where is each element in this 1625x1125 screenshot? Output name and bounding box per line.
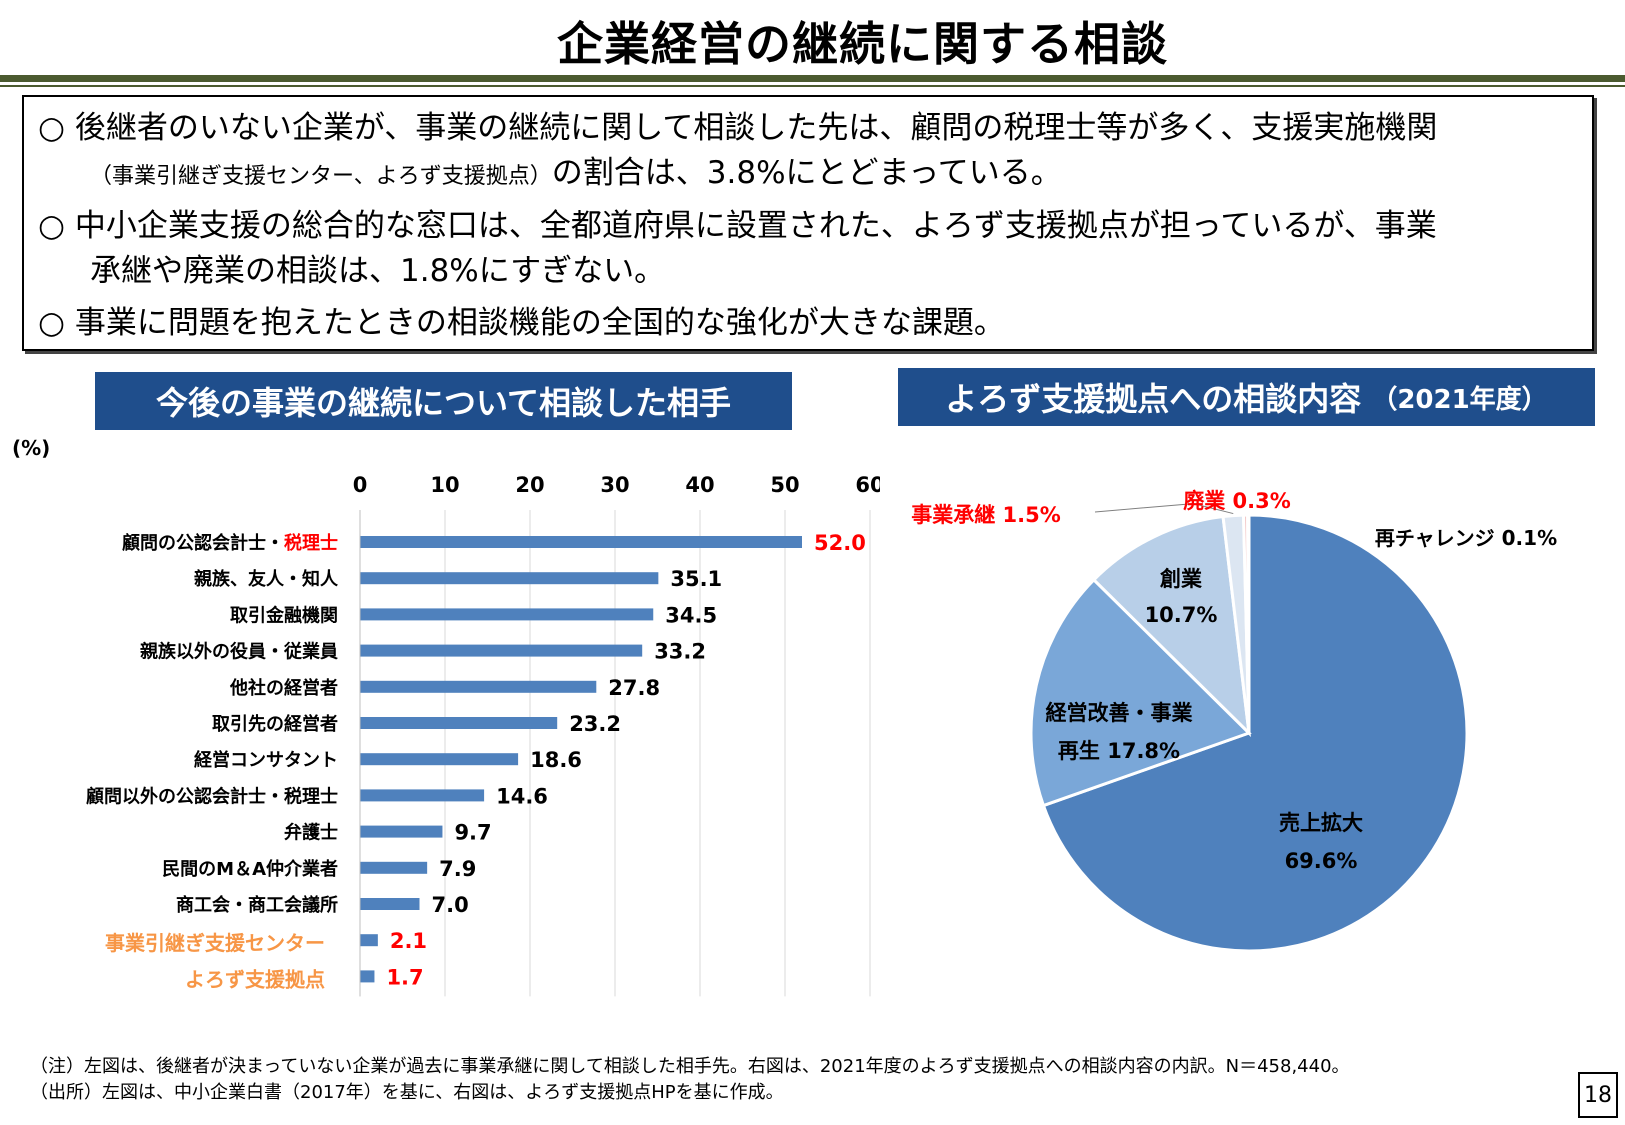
- data-label: 27.8: [608, 676, 660, 700]
- category-label: 他社の経営者: [229, 677, 338, 699]
- x-tick-label: 30: [600, 473, 629, 497]
- right-chart-heading: よろず支援拠点への相談内容 （2021年度）: [898, 368, 1595, 426]
- left-chart-heading: 今後の事業の継続について相談した相手: [95, 372, 792, 430]
- category-label: 取引先の経営者: [212, 713, 338, 735]
- category-label: 親族以外の役員・従業員: [140, 641, 338, 663]
- data-label: 23.2: [569, 712, 621, 736]
- category-label-text: 親族以外の役員・従業員: [140, 641, 338, 663]
- category-label-text: よろず支援拠点: [185, 967, 325, 991]
- x-tick-label: 50: [770, 473, 799, 497]
- summary-line-2-small: （事業引継ぎ支援センター、よろず支援拠点）: [90, 164, 552, 189]
- slice-label-name: 創業: [1160, 567, 1203, 591]
- summary-line-1: ○ 後継者のいない企業が、事業の継続に関して相談した先は、顧問の税理士等が多く、…: [38, 110, 1438, 146]
- data-label: 33.2: [654, 640, 706, 664]
- right-chart-heading-main: よろず支援拠点への相談内容: [945, 380, 1362, 418]
- page-number: 18: [1578, 1072, 1618, 1118]
- bar: [360, 825, 443, 838]
- bar: [360, 861, 428, 874]
- category-label: 商工会・商工会議所: [176, 894, 338, 916]
- category-label-text: 顧問の公認会計士・: [122, 532, 284, 554]
- title-rule: [0, 75, 1625, 82]
- summary-box: ○ 後継者のいない企業が、事業の継続に関して相談した先は、顧問の税理士等が多く、…: [22, 95, 1594, 351]
- pie-slice: [1029, 577, 1252, 808]
- data-label: 14.6: [496, 784, 548, 808]
- bar: [360, 536, 802, 548]
- category-label-text: 経営コンサタント: [194, 749, 338, 771]
- data-label: 9.7: [454, 821, 491, 845]
- summary-line-3: ○ 中小企業支援の総合的な窓口は、全都道府県に設置された、よろず支援拠点が担って…: [38, 208, 1437, 244]
- summary-line-2-rest: の割合は、3.8%にとどまっている。: [551, 155, 1062, 191]
- data-label: 7.0: [432, 893, 469, 917]
- bar-chart: 0 10 20 30 40 50 60 52.0 顧問の公認会計士・税理士 35.1 親族、友人・知…: [86, 473, 880, 997]
- category-label: 事業引継ぎ支援センター: [105, 931, 325, 955]
- bar: [360, 789, 485, 802]
- category-label-text: 顧問以外の公認会計士・税理士: [86, 785, 338, 807]
- slice-label-name: 売上拡大: [1279, 811, 1363, 835]
- category-label: 顧問の公認会計士・税理士: [122, 532, 338, 554]
- category-label-text: 取引先の経営者: [212, 713, 338, 735]
- category-label: 親族、友人・知人: [194, 568, 339, 590]
- leader-line: [1094, 503, 1234, 515]
- slice-label-name: 経営改善・事業: [1046, 701, 1194, 725]
- category-label: 弁護士: [284, 822, 338, 844]
- data-label: 7.9: [439, 857, 476, 881]
- data-label: 18.6: [530, 748, 582, 772]
- pie-slice: [1246, 513, 1251, 734]
- x-tick-label: 60: [855, 473, 880, 497]
- data-label: 34.5: [665, 603, 717, 627]
- pie-slice: [1041, 513, 1469, 953]
- category-label-text: 民間のM＆A仲介業者: [162, 858, 338, 880]
- category-label-text: 親族、友人・知人: [194, 568, 339, 590]
- data-label: 2.1: [390, 929, 427, 953]
- slice-label-outside: 廃業 0.3%: [1183, 489, 1291, 513]
- bar: [360, 717, 558, 729]
- slice-label-value: 再生 17.8%: [1058, 739, 1180, 763]
- note-1: （注）左図は、後継者が決まっていない企業が過去に事業承継に関して相談した相手先。…: [30, 1056, 1350, 1077]
- category-label-text: 弁護士: [284, 822, 338, 844]
- category-label: よろず支援拠点: [185, 967, 325, 991]
- slice-label-value: 10.7%: [1145, 603, 1218, 627]
- bar: [360, 608, 654, 621]
- unit-label: (%): [12, 436, 51, 460]
- category-label: 民間のM＆A仲介業者: [162, 858, 338, 880]
- category-label: 顧問以外の公認会計士・税理士: [86, 785, 338, 807]
- summary-line-2: （事業引継ぎ支援センター、よろず支援拠点）の割合は、3.8%にとどまっている。: [90, 147, 1062, 192]
- right-chart-heading-sub: （2021年度）: [1371, 384, 1548, 415]
- bar: [360, 898, 420, 910]
- title-rule-thin: [0, 85, 1625, 87]
- bar: [360, 934, 378, 947]
- bar: [360, 572, 659, 585]
- x-tick-label: 0: [353, 473, 368, 497]
- bar: [360, 753, 519, 766]
- category-label-text: 事業引継ぎ支援センター: [105, 931, 325, 955]
- category-label-text: 他社の経営者: [229, 677, 338, 699]
- category-label-text: 商工会・商工会議所: [176, 894, 338, 916]
- data-label: 1.7: [386, 965, 423, 989]
- slice-label-outside: 再チャレンジ 0.1%: [1375, 526, 1557, 550]
- category-label: 経営コンサタント: [194, 749, 338, 771]
- summary-line-5: ○ 事業に問題を抱えたときの相談機能の全国的な強化が大きな課題。: [38, 305, 1005, 341]
- x-tick-label: 10: [430, 473, 459, 497]
- pie-slice: [1091, 514, 1252, 738]
- page-title: 企業経営の継続に関する相談: [557, 17, 1168, 71]
- summary-line-4: 承継や廃業の相談は、1.8%にすぎない。: [90, 253, 666, 289]
- x-tick-label: 40: [685, 473, 714, 497]
- bar: [360, 644, 643, 657]
- bar: [360, 970, 375, 983]
- data-label: 52.0: [814, 531, 866, 555]
- x-tick-label: 20: [515, 473, 544, 497]
- note-2: （出所）左図は、中小企業白書（2017年）を基に、右図は、よろず支援拠点HPを基…: [30, 1082, 784, 1103]
- slice-label-value: 69.6%: [1285, 849, 1358, 873]
- category-label-highlight: 税理士: [284, 532, 338, 554]
- slice-label-outside: 事業承継 1.5%: [911, 503, 1061, 527]
- category-label: 取引金融機関: [230, 604, 338, 626]
- bar: [360, 680, 597, 693]
- data-label: 35.1: [670, 567, 722, 591]
- category-label-text: 取引金融機関: [230, 604, 338, 626]
